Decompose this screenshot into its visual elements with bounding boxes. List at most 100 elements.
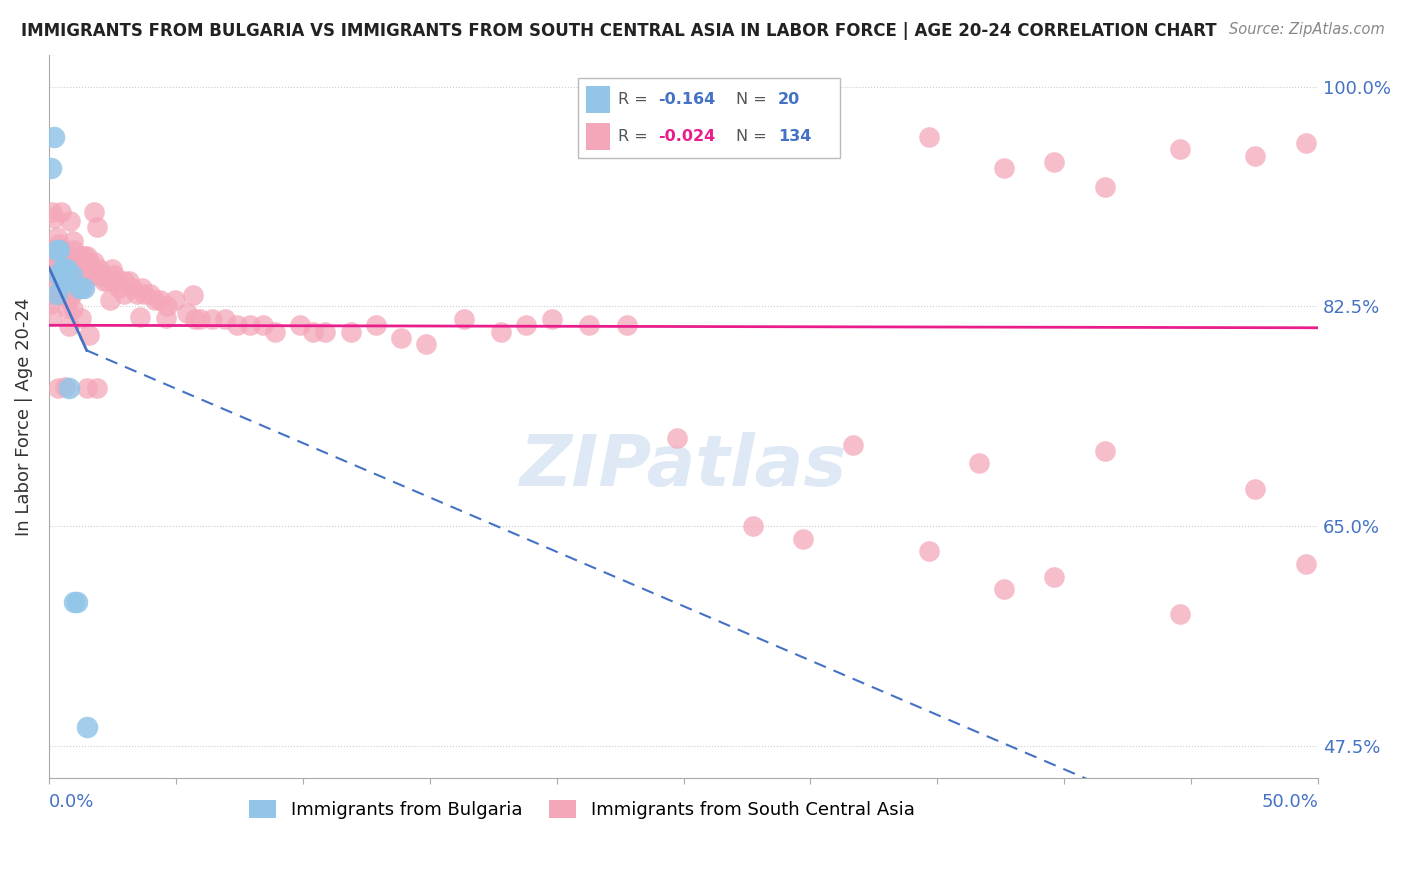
Point — [239, 318, 262, 333]
Point — [252, 318, 274, 333]
Point — [70, 268, 93, 282]
Point — [42, 129, 65, 144]
Point — [112, 274, 135, 288]
Point — [1244, 148, 1267, 162]
Point — [63, 268, 86, 282]
Point — [578, 318, 600, 333]
Point — [86, 219, 108, 234]
Point — [76, 720, 98, 734]
Point — [83, 205, 105, 219]
Point — [79, 327, 101, 342]
Point — [48, 236, 70, 251]
Point — [65, 595, 87, 609]
Point — [53, 261, 76, 276]
Point — [1094, 180, 1116, 194]
Point — [46, 381, 69, 395]
Point — [55, 286, 77, 301]
Point — [51, 261, 73, 276]
Point — [55, 269, 77, 284]
Point — [45, 243, 67, 257]
Point — [56, 301, 79, 316]
Point — [58, 255, 80, 269]
Point — [842, 437, 865, 451]
Point — [55, 380, 77, 394]
Text: IMMIGRANTS FROM BULGARIA VS IMMIGRANTS FROM SOUTH CENTRAL ASIA IN LABOR FORCE | : IMMIGRANTS FROM BULGARIA VS IMMIGRANTS F… — [21, 22, 1216, 40]
Point — [70, 255, 93, 269]
Point — [93, 274, 115, 288]
Point — [46, 255, 69, 269]
Point — [156, 300, 179, 314]
Point — [101, 261, 124, 276]
Point — [51, 268, 73, 282]
Point — [45, 230, 67, 244]
Point — [51, 243, 73, 257]
Point — [45, 249, 67, 263]
Point — [55, 249, 77, 263]
Point — [55, 261, 77, 276]
Point — [993, 582, 1015, 596]
Point — [1295, 557, 1317, 571]
Point — [1043, 569, 1066, 583]
Point — [453, 312, 475, 326]
Text: 50.0%: 50.0% — [1261, 793, 1319, 811]
Point — [60, 286, 83, 301]
Point — [76, 249, 98, 263]
Point — [76, 381, 98, 395]
Point — [60, 261, 83, 276]
Point — [53, 255, 76, 269]
Point — [540, 312, 562, 326]
Point — [993, 161, 1015, 176]
Point — [792, 532, 814, 546]
Point — [52, 286, 75, 301]
Point — [214, 312, 236, 326]
Point — [58, 268, 80, 282]
Point — [51, 274, 73, 288]
Point — [44, 288, 66, 302]
Point — [45, 286, 67, 301]
Point — [58, 293, 80, 307]
Point — [59, 214, 82, 228]
Point — [49, 205, 72, 219]
Point — [70, 311, 93, 326]
Point — [53, 243, 76, 257]
Point — [51, 261, 73, 276]
Point — [188, 312, 211, 326]
Point — [58, 318, 80, 333]
Point — [60, 268, 83, 282]
Text: 0.0%: 0.0% — [49, 793, 94, 811]
Point — [65, 261, 87, 276]
Point — [138, 286, 160, 301]
Point — [67, 249, 90, 263]
Point — [83, 268, 105, 282]
Point — [1168, 607, 1191, 622]
Point — [48, 274, 70, 288]
Point — [134, 286, 156, 301]
Point — [108, 280, 131, 294]
Point — [63, 255, 86, 269]
Point — [65, 249, 87, 263]
Point — [39, 297, 62, 311]
Point — [314, 325, 336, 339]
Point — [62, 234, 84, 248]
Point — [302, 325, 325, 339]
Point — [48, 261, 70, 276]
Point — [148, 293, 170, 307]
Point — [67, 261, 90, 276]
Point — [1244, 482, 1267, 496]
Point — [86, 381, 108, 395]
Point — [76, 261, 98, 276]
Point — [155, 310, 177, 325]
Point — [80, 261, 103, 276]
Point — [60, 274, 83, 288]
Text: Source: ZipAtlas.com: Source: ZipAtlas.com — [1229, 22, 1385, 37]
Point — [181, 288, 204, 302]
Point — [339, 325, 361, 339]
Point — [105, 274, 128, 288]
Point — [1168, 142, 1191, 156]
Point — [73, 280, 96, 294]
Point — [131, 280, 153, 294]
Point — [121, 280, 143, 294]
Point — [143, 293, 166, 307]
Point — [77, 255, 100, 269]
Point — [96, 274, 118, 288]
